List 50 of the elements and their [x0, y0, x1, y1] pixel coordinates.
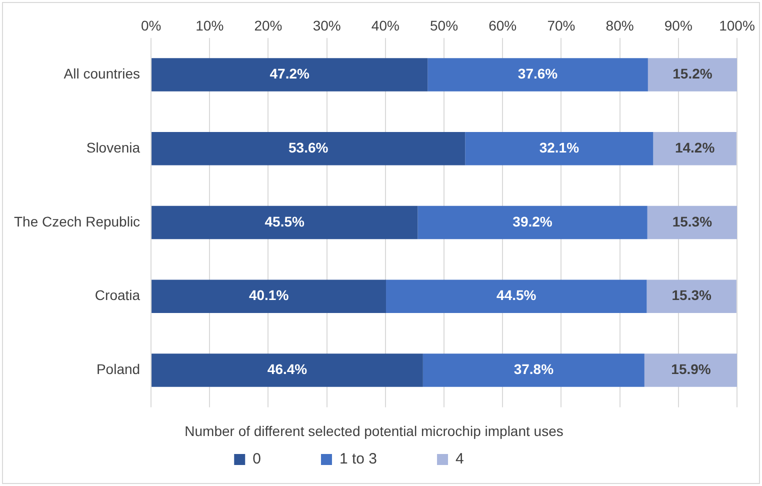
y-tick-label: Poland [96, 361, 140, 378]
data-label: 14.2% [674, 139, 716, 156]
y-tick-label: Slovenia [86, 139, 140, 156]
data-label: 15.3% [672, 213, 713, 230]
data-label: 44.5% [496, 287, 537, 304]
data-label: 37.6% [518, 66, 558, 82]
data-label: 45.5% [264, 213, 306, 230]
bar [428, 58, 648, 92]
bar [422, 354, 644, 387]
bar [647, 206, 737, 240]
y-tick-label: Croatia [94, 287, 140, 304]
bar [653, 132, 736, 166]
data-label: 47.2% [270, 66, 310, 82]
bar [418, 206, 648, 240]
data-label: 39.2% [512, 213, 553, 230]
bar [648, 58, 737, 92]
legend-label: 4 [456, 450, 514, 468]
bar [644, 354, 737, 387]
x-tick-label: 70% [547, 17, 576, 34]
x-tick-label: 90% [664, 17, 692, 34]
x-tick-label: 20% [254, 17, 282, 34]
bar [152, 206, 418, 240]
x-tick-label: 100% [719, 17, 755, 34]
bar [152, 58, 428, 92]
x-tick-label: 80% [606, 17, 634, 34]
y-tick-label: All countries [64, 66, 140, 82]
legend-label: 0 [252, 450, 311, 468]
x-tick-label: 10% [196, 17, 224, 34]
bar [152, 354, 423, 387]
data-label: 15.2% [672, 66, 713, 82]
bar [152, 132, 466, 166]
bar [465, 132, 654, 166]
x-tick-label: 30% [312, 17, 341, 34]
bar [152, 280, 386, 314]
bar [646, 280, 736, 314]
x-tick-label: 50% [430, 17, 458, 34]
legend-title: Number of different selected potential microchip implant uses [184, 423, 564, 440]
legend-label: 1 to 3 [339, 450, 428, 468]
y-tick-label: The Czech Republic [14, 213, 140, 230]
data-label: 37.8% [514, 361, 554, 378]
x-tick-label: 60% [488, 17, 517, 34]
data-label: 40.1% [248, 287, 290, 304]
data-label: 15.3% [672, 287, 712, 304]
bar [386, 280, 647, 314]
data-label: 15.9% [671, 361, 712, 378]
data-label: 46.4% [267, 361, 308, 378]
data-label: 32.1% [539, 139, 580, 156]
x-tick-label: 40% [371, 17, 400, 34]
x-tick-label: 0% [140, 17, 162, 34]
data-label: 53.6% [288, 139, 329, 156]
